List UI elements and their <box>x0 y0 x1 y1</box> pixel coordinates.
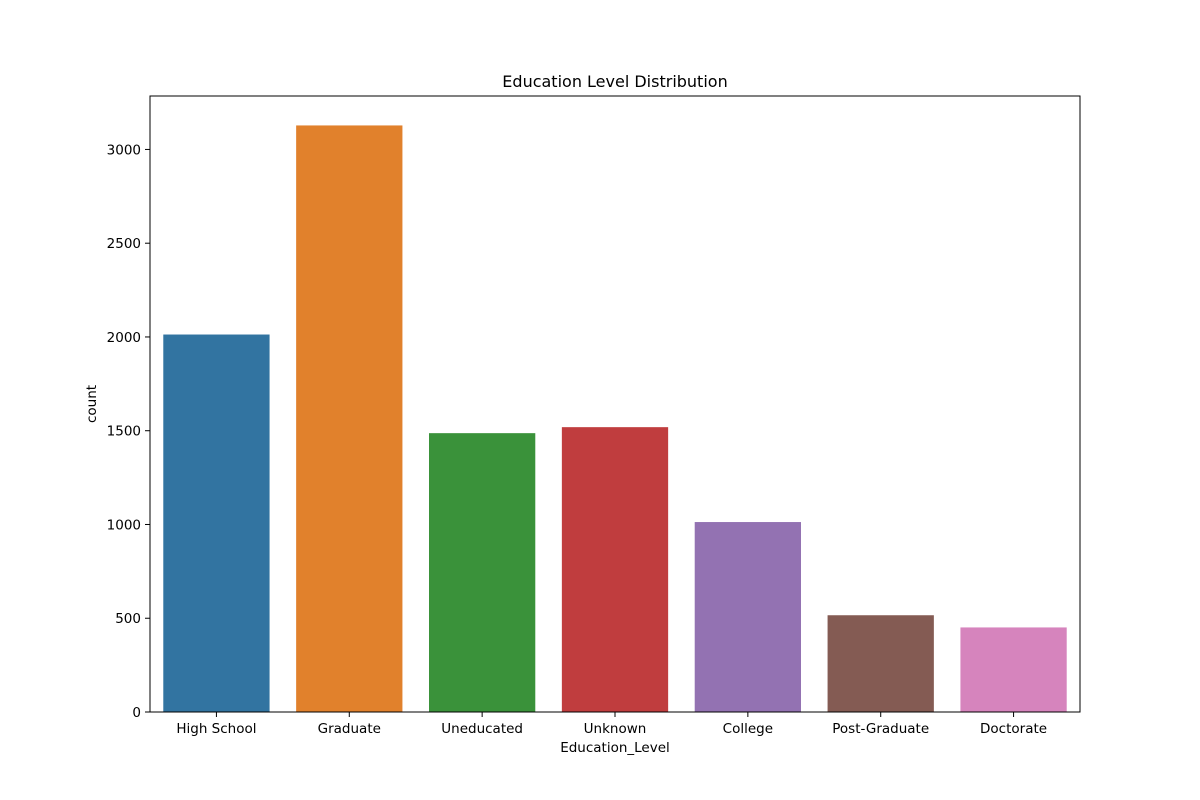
plot-frame <box>149 95 1081 713</box>
x-axis: High School Graduate Uneducated Unknown Coll… <box>176 712 1047 737</box>
y-axis: 0 500 1000 1500 2000 2500 3000 <box>107 142 150 721</box>
x-tick-label: Post-Graduate <box>832 721 929 737</box>
bars-layer <box>163 125 1067 712</box>
x-tick-label: Uneducated <box>441 721 523 737</box>
y-axis-title: count <box>84 385 100 423</box>
bar-doctorate <box>960 627 1067 712</box>
bar-post-graduate <box>827 615 934 712</box>
y-tick-label: 0 <box>132 705 141 721</box>
x-tick-label: College <box>723 721 773 737</box>
x-tick-label: Doctorate <box>980 721 1047 737</box>
x-tick-label: Graduate <box>318 721 381 737</box>
x-tick-label: Unknown <box>584 721 647 737</box>
y-tick-label: 500 <box>115 611 141 627</box>
y-tick-label: 1000 <box>107 517 141 533</box>
y-tick-label: 3000 <box>107 142 141 158</box>
y-tick-label: 2500 <box>107 236 141 252</box>
y-tick-label: 2000 <box>107 330 141 346</box>
bar-graduate <box>296 125 403 712</box>
bar-uneducated <box>429 433 536 712</box>
bar-unknown <box>561 427 669 712</box>
bar-high-school <box>163 334 270 712</box>
y-tick-label: 1500 <box>107 424 141 440</box>
bar-college <box>694 522 801 712</box>
chart-title: Education Level Distribution <box>502 72 727 91</box>
x-tick-label: High School <box>176 721 256 737</box>
x-axis-title: Education_Level <box>560 740 670 756</box>
